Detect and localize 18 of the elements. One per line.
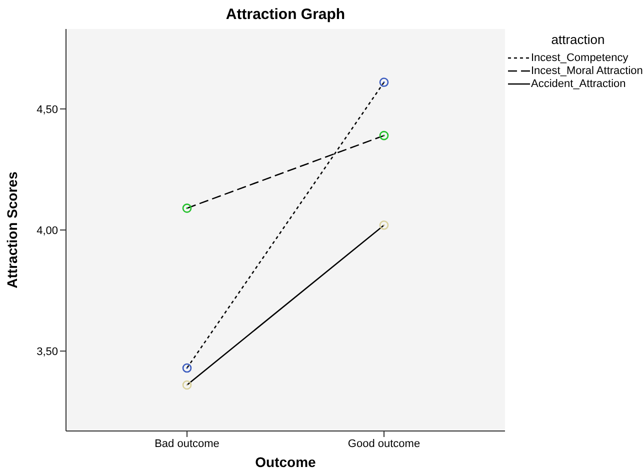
chart-title: Attraction Graph [224, 6, 346, 23]
legend-title: attraction [550, 32, 606, 47]
y-axis-title: Attraction Scores [4, 171, 20, 288]
x-tick-label: Good outcome [348, 438, 420, 450]
point [379, 78, 389, 87]
point [182, 380, 192, 390]
point [182, 363, 192, 373]
legend-label: Accident_Attraction [531, 78, 626, 90]
point [379, 220, 389, 230]
point [182, 204, 192, 213]
point [379, 130, 389, 140]
legend-label: Incest_Moral Attraction [531, 64, 643, 76]
y-tick-label: 4,00 [36, 224, 58, 237]
x-axis-title: Outcome [254, 454, 317, 470]
y-tick-label: 4,50 [36, 104, 58, 116]
legend-label: Incest_Competency [531, 52, 628, 64]
x-tick-label: Bad outcome [154, 438, 220, 450]
y-tick-label: 3,50 [36, 346, 58, 358]
